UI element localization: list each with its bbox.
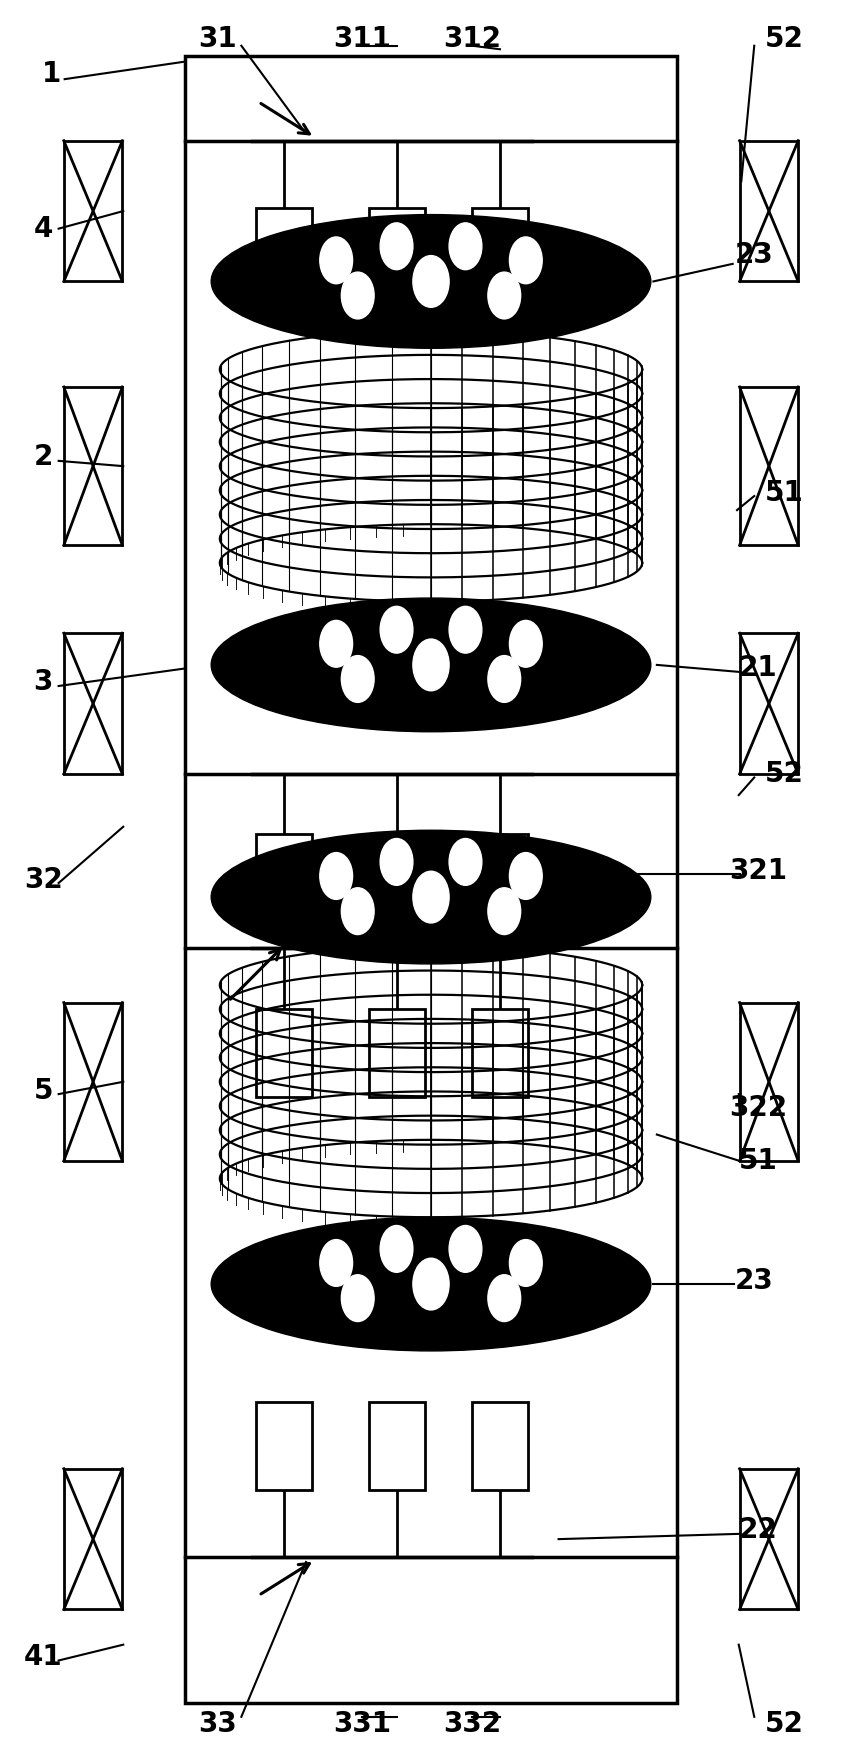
Bar	[64, 1003, 122, 1161]
Text: 312: 312	[443, 25, 501, 53]
Bar	[739, 141, 797, 281]
Text: 52: 52	[764, 1710, 803, 1738]
Bar	[739, 633, 797, 774]
Ellipse shape	[341, 888, 374, 934]
Ellipse shape	[319, 621, 352, 667]
Ellipse shape	[487, 1275, 520, 1321]
Bar	[64, 141, 122, 281]
Ellipse shape	[509, 1240, 542, 1286]
Text: 52: 52	[764, 25, 803, 53]
Bar	[739, 1003, 797, 1161]
Ellipse shape	[487, 888, 520, 934]
Ellipse shape	[449, 1226, 481, 1272]
Bar	[739, 1469, 797, 1609]
Bar	[472, 208, 527, 296]
Text: 51: 51	[765, 478, 802, 507]
Ellipse shape	[380, 607, 412, 653]
Bar	[64, 633, 122, 774]
Bar	[185, 56, 676, 1703]
Bar	[257, 834, 312, 922]
Text: 51: 51	[739, 1147, 777, 1175]
Ellipse shape	[380, 1226, 412, 1272]
Text: 332: 332	[443, 1710, 501, 1738]
Bar	[739, 387, 797, 545]
Text: 311: 311	[332, 25, 391, 53]
Ellipse shape	[319, 237, 352, 283]
Bar	[64, 1469, 122, 1609]
Ellipse shape	[211, 1217, 650, 1351]
Ellipse shape	[211, 830, 650, 964]
Ellipse shape	[412, 1258, 449, 1310]
Text: 23: 23	[734, 1266, 772, 1295]
Ellipse shape	[211, 215, 650, 348]
Text: 2: 2	[34, 443, 53, 471]
Text: 1: 1	[42, 60, 61, 88]
Bar	[472, 834, 527, 922]
Bar	[64, 387, 122, 545]
Ellipse shape	[449, 607, 481, 653]
Text: 33: 33	[198, 1710, 236, 1738]
Ellipse shape	[319, 853, 352, 899]
Text: 21: 21	[739, 654, 777, 682]
Bar	[257, 1402, 312, 1490]
Text: 23: 23	[734, 241, 772, 269]
Bar	[472, 1402, 527, 1490]
Text: 322: 322	[728, 1094, 787, 1122]
Ellipse shape	[380, 223, 412, 269]
Ellipse shape	[380, 839, 412, 885]
Ellipse shape	[341, 1275, 374, 1321]
Ellipse shape	[509, 237, 542, 283]
Text: 22: 22	[739, 1516, 777, 1544]
Text: 52: 52	[764, 760, 803, 788]
Ellipse shape	[211, 598, 650, 732]
Ellipse shape	[412, 639, 449, 691]
Bar	[368, 208, 424, 296]
Bar	[368, 834, 424, 922]
Text: 5: 5	[34, 1077, 53, 1105]
Ellipse shape	[449, 839, 481, 885]
Ellipse shape	[412, 871, 449, 923]
Bar	[472, 1008, 527, 1096]
Ellipse shape	[509, 621, 542, 667]
Text: 331: 331	[332, 1710, 391, 1738]
Ellipse shape	[341, 656, 374, 702]
Ellipse shape	[509, 853, 542, 899]
Bar	[368, 1008, 424, 1096]
Ellipse shape	[449, 223, 481, 269]
Text: 41: 41	[24, 1643, 62, 1671]
Ellipse shape	[341, 273, 374, 318]
Text: 31: 31	[198, 25, 236, 53]
Bar	[257, 1008, 312, 1096]
Ellipse shape	[487, 656, 520, 702]
Bar	[257, 208, 312, 296]
Ellipse shape	[319, 1240, 352, 1286]
Text: 32: 32	[24, 865, 62, 894]
Text: 321: 321	[728, 857, 787, 885]
Bar	[368, 1402, 424, 1490]
Ellipse shape	[412, 255, 449, 308]
Text: 3: 3	[34, 668, 53, 697]
Ellipse shape	[487, 273, 520, 318]
Text: 4: 4	[34, 215, 53, 243]
